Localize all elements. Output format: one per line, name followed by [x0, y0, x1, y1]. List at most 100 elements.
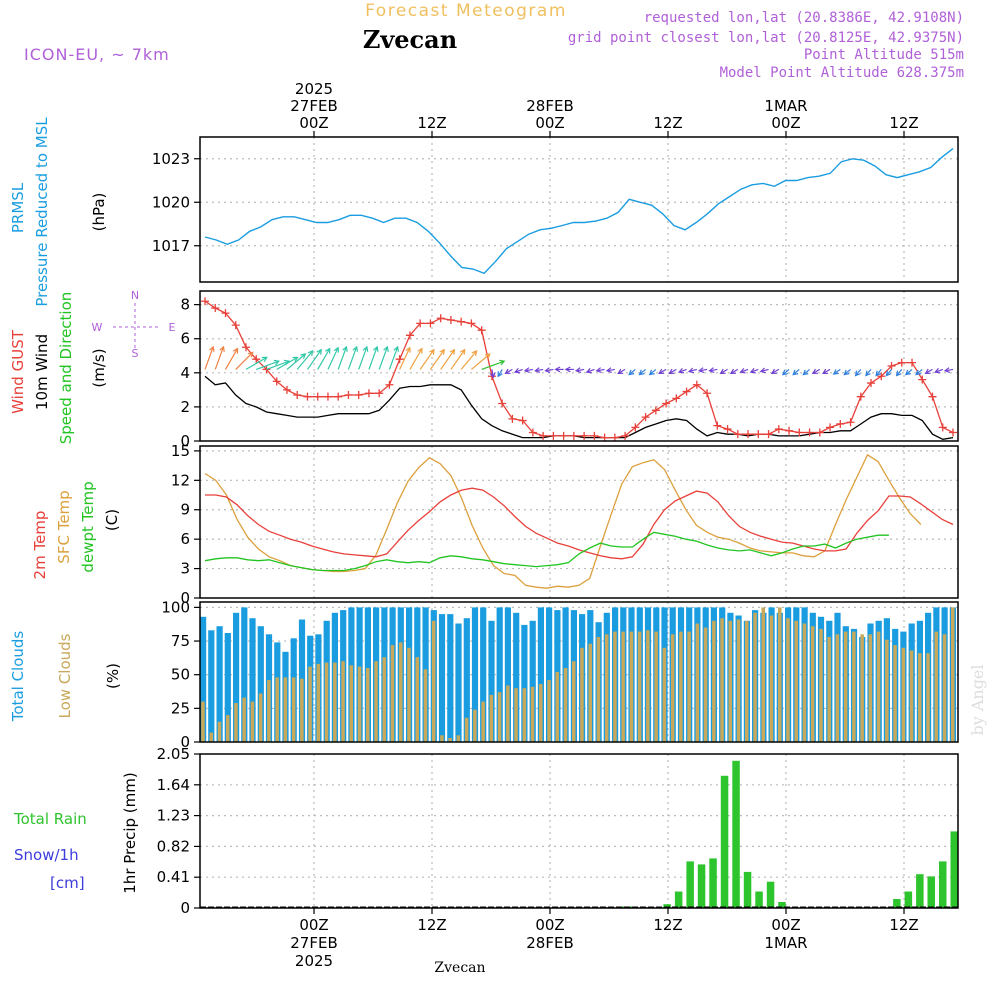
wind-arrow	[628, 368, 636, 376]
wind-arrow	[245, 356, 268, 370]
wind-arrow	[235, 352, 254, 370]
gust-marker	[375, 389, 384, 398]
gust-marker	[836, 419, 845, 428]
wind-arrow	[669, 368, 677, 374]
labels-layer: PRMSL Pressure Reduced to MSL (hPa) Wind GU…	[9, 117, 176, 894]
wind-arrow-head	[904, 369, 911, 376]
gust-marker	[477, 326, 486, 335]
gust-marker	[877, 372, 886, 381]
wind-arrow-head	[648, 369, 655, 376]
total-cloud-bar	[480, 607, 487, 742]
pressure-label: Pressure Reduced to MSL	[33, 117, 51, 307]
low-cloud-bar	[539, 684, 543, 742]
gust-marker	[928, 392, 937, 401]
gust-marker	[938, 423, 947, 432]
clouds-ytick-label: 75	[171, 632, 190, 650]
wind-arrow-head	[219, 345, 225, 352]
low-cloud-bar	[481, 701, 485, 742]
wind-arrow-head	[352, 345, 358, 352]
wind-arrow	[885, 369, 892, 376]
wind-arrow-head	[749, 368, 756, 374]
wind-arrow	[481, 360, 505, 370]
compass-west: W	[92, 321, 103, 334]
low-cloud-bar	[720, 618, 724, 742]
low-cloud-bar	[728, 620, 732, 742]
snow-label: Snow/1h	[14, 846, 79, 864]
wind-arrow	[276, 356, 298, 370]
wind-arrow	[286, 353, 306, 370]
low-cloud-bar	[555, 672, 559, 742]
gust-marker	[436, 314, 445, 323]
wind-arrow-head	[677, 368, 685, 374]
wind-arrow	[378, 346, 388, 370]
pressure-label: PRMSL	[9, 182, 27, 233]
low-cloud-bar	[308, 666, 312, 742]
wind-arrow-head	[342, 345, 348, 352]
gust-marker	[908, 358, 917, 367]
gust-marker	[262, 365, 271, 374]
wind-arrow-head	[832, 369, 839, 375]
total-cloud-bar	[496, 607, 503, 742]
wind-arrow-head	[822, 368, 829, 375]
wind-arrow-head	[489, 372, 496, 379]
low-cloud-bar	[843, 631, 848, 742]
low-cloud-bar	[250, 701, 255, 742]
wind-arrow-head	[605, 367, 612, 373]
wind-arrow-head	[554, 366, 561, 373]
gust-marker	[744, 430, 753, 439]
total-cloud-bar	[537, 607, 544, 742]
wind-arrow-head	[209, 345, 215, 352]
wind-arrow-head	[405, 346, 411, 353]
gust-marker	[774, 425, 783, 434]
total-cloud-bar	[488, 620, 495, 742]
wind-arrow	[606, 368, 615, 372]
rain-bar	[697, 864, 706, 908]
wind-arrow-head	[459, 348, 466, 355]
temp-label: SFC Temp	[55, 490, 73, 563]
wind-arrow-head	[292, 356, 299, 363]
low-cloud-bar	[217, 721, 222, 742]
rain-bar	[778, 902, 786, 908]
gust-marker	[334, 392, 343, 401]
low-cloud-bar	[827, 637, 831, 742]
low-cloud-bar	[778, 607, 782, 742]
compass-south: S	[132, 347, 139, 360]
clouds-ytick-label: 50	[171, 666, 190, 684]
wind-ytick-label: 0	[180, 432, 190, 450]
low-cloud-bar	[745, 620, 749, 742]
wind-arrow	[844, 368, 851, 376]
low-cloud-bar	[374, 661, 378, 742]
bottom-time-label: 00Z	[299, 916, 328, 934]
footer-location: Zvecan	[434, 960, 485, 976]
total-cloud-bar	[471, 607, 479, 742]
compass-east: E	[169, 321, 176, 334]
bottom-time-label: 28FEB	[526, 934, 573, 952]
wind-arrow-head	[802, 369, 809, 376]
low-cloud-bar	[423, 669, 428, 742]
wind-arrow-head	[924, 368, 931, 375]
pressure-ytick-label: 1023	[152, 150, 190, 168]
gust-marker	[498, 399, 507, 408]
wind-arrow	[545, 368, 554, 372]
low-cloud-bar	[316, 663, 321, 742]
low-cloud-bar	[852, 631, 856, 742]
gust-marker	[364, 389, 373, 398]
wind-arrow	[491, 369, 494, 378]
precip-ytick-label: 0	[180, 899, 190, 917]
low-cloud-bar	[637, 631, 642, 742]
top-time-label: 00Z	[535, 114, 564, 132]
precip-ytick-label: 1.23	[157, 807, 190, 825]
low-cloud-bar	[712, 620, 716, 742]
top-time-label: 12Z	[417, 114, 446, 132]
wind-arrow-head	[373, 345, 379, 352]
rain-bar	[732, 760, 740, 908]
gust-marker	[241, 343, 250, 352]
wind-arrow	[760, 368, 769, 373]
wind-arrow-head	[759, 367, 766, 374]
top-time-label: 28FEB	[526, 97, 573, 115]
gust-marker	[641, 413, 650, 422]
low-cloud-bar	[596, 637, 601, 742]
wind-arrow-head	[697, 367, 705, 373]
low-cloud-bar	[283, 677, 288, 742]
